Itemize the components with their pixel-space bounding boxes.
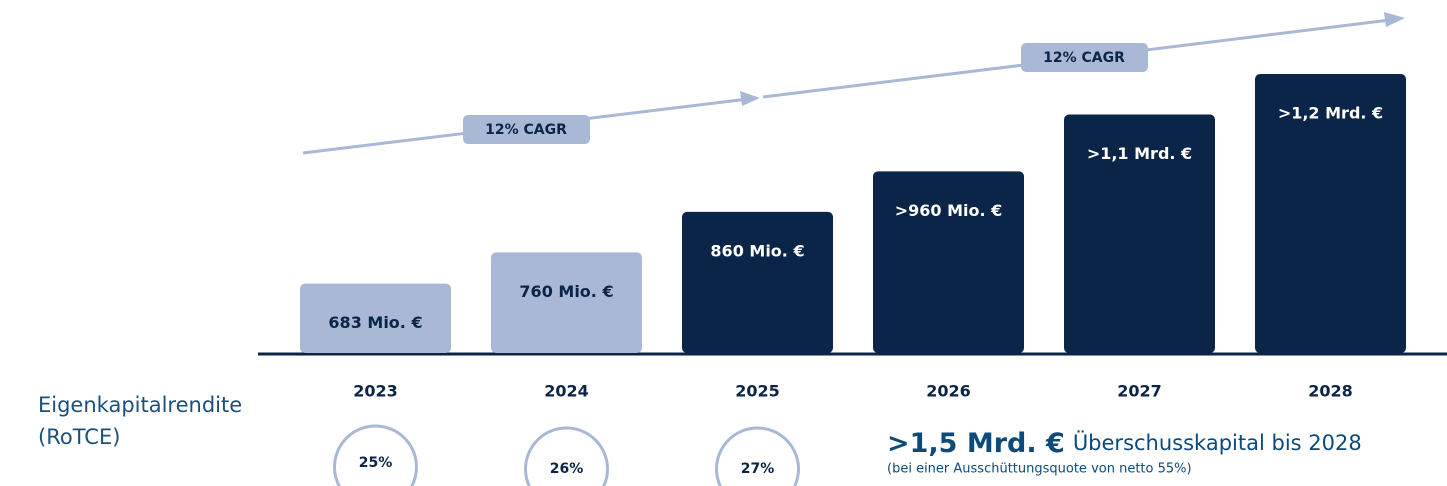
x-tick-label: 2024 (544, 382, 589, 401)
cagr-label: 12% CAGR (485, 122, 567, 138)
x-tick-label: 2025 (735, 382, 780, 401)
cagr-arrowhead (1384, 12, 1405, 27)
value-label: >1,2 Mrd. € (1278, 104, 1383, 123)
excess-capital: >1,5 Mrd. € Überschusskapital bis 2028 (887, 428, 1362, 459)
value-label: 860 Mio. € (710, 241, 804, 260)
cagr-arrowhead (740, 91, 760, 106)
cagr-box (1021, 43, 1148, 72)
rotce-circle (715, 426, 800, 486)
excess-text: Überschusskapital bis 2028 (1073, 430, 1362, 455)
x-tick-label: 2026 (926, 382, 971, 401)
rotce-value: 27% (741, 461, 775, 477)
value-label: >1,1 Mrd. € (1087, 144, 1192, 163)
bar (491, 252, 642, 353)
bar (873, 171, 1024, 353)
x-tick-label: 2023 (353, 382, 398, 401)
rotce-label: Eigenkapitalrendite (38, 393, 242, 417)
rotce-circle (333, 424, 418, 486)
excess-headline: >1,5 Mrd. € (887, 428, 1065, 459)
value-label: 760 Mio. € (519, 282, 613, 301)
bar (1064, 114, 1215, 353)
bar (682, 211, 833, 353)
rotce-value: 25% (359, 455, 393, 471)
rotce-value: 26% (550, 461, 584, 477)
x-tick-label: 2027 (1117, 382, 1162, 401)
value-label: 683 Mio. € (328, 313, 422, 332)
excess-note: (bei einer Ausschüttungsquote von netto … (887, 462, 1192, 477)
x-tick-label: 2028 (1308, 382, 1353, 401)
rotce-label: (RoTCE) (38, 425, 120, 449)
bar (300, 283, 451, 353)
value-label: >960 Mio. € (895, 201, 1003, 220)
cagr-box (463, 115, 590, 144)
rotce-circle (524, 426, 609, 486)
bar (1255, 74, 1406, 353)
cagr-label: 12% CAGR (1043, 50, 1125, 66)
